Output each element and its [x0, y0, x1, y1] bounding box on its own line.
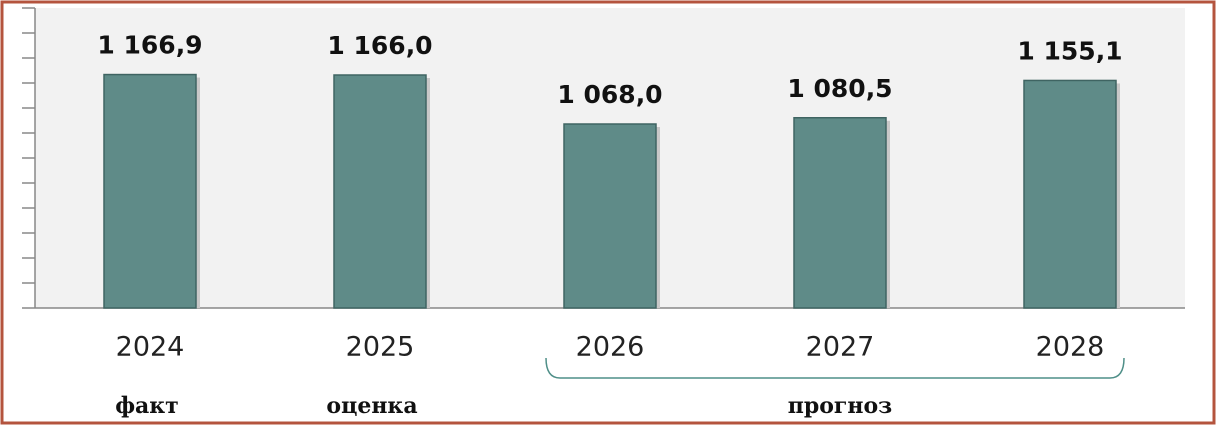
value-label: 1 155,1: [1017, 36, 1122, 65]
value-label: 1 068,0: [557, 80, 662, 109]
group-label: факт: [115, 393, 179, 419]
group-label: прогноз: [788, 393, 892, 419]
x-tick-label: 2028: [1036, 332, 1105, 363]
bar: [563, 123, 657, 309]
bar: [103, 73, 197, 309]
group-label: оценка: [326, 393, 417, 419]
x-tick-label: 2027: [806, 332, 875, 363]
value-label: 1 080,5: [787, 74, 892, 103]
bar: [793, 117, 887, 309]
value-label: 1 166,9: [97, 31, 202, 60]
x-tick-label: 2026: [576, 332, 645, 363]
forecast-bracket: [545, 357, 1125, 379]
value-label: 1 166,0: [327, 31, 432, 60]
bar: [333, 74, 427, 309]
x-tick-label: 2024: [116, 332, 185, 363]
x-tick-label: 2025: [346, 332, 415, 363]
bar: [1023, 79, 1117, 309]
